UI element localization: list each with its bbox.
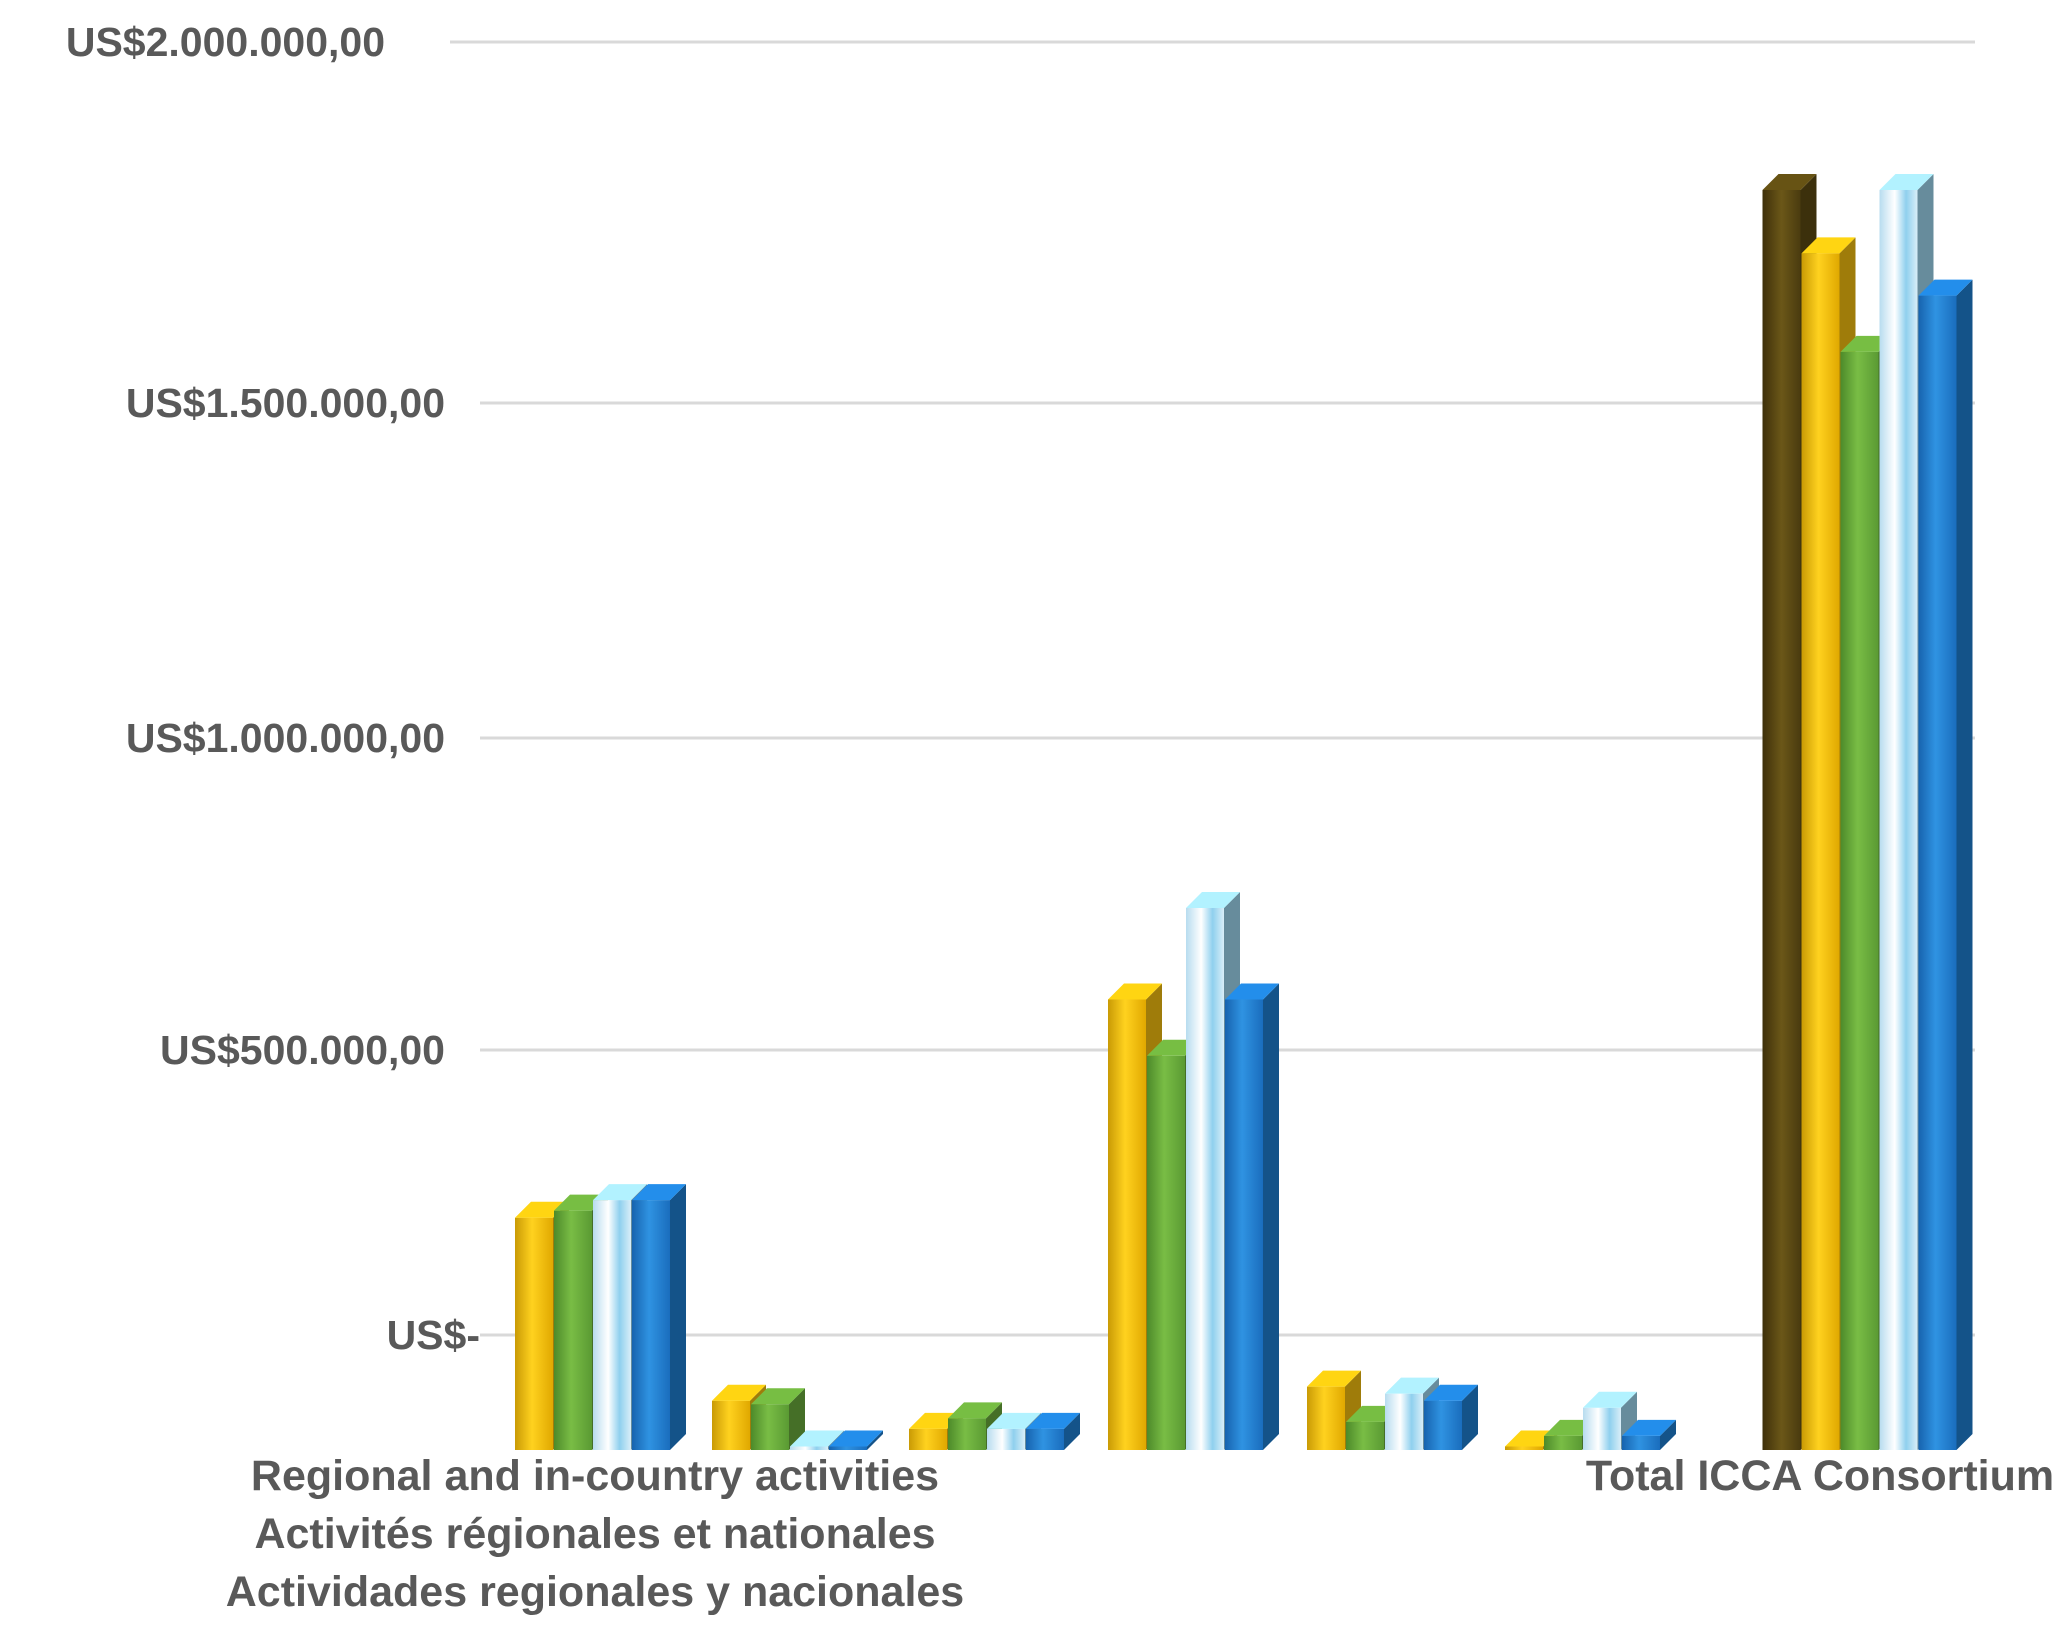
bar [1918,279,1973,1451]
bar-top [1583,1391,1637,1408]
bar-side [789,1388,805,1450]
y-tick-label: US$- [387,1312,480,1358]
bar-side [1660,1419,1676,1450]
bar-front [1346,1421,1384,1450]
bar-front [1505,1446,1543,1450]
x-axis-category-labels: Regional and in-country activities Activi… [226,1452,2054,1616]
bar-top [1186,891,1240,908]
bar-top [1424,1384,1478,1401]
bar-top [1918,279,1973,296]
bar-front [987,1428,1025,1450]
x-category-label: Total ICCA Consortium [1586,1452,2054,1500]
bar-top [790,1430,844,1447]
y-tick-label: US$2.000.000,00 [66,19,385,65]
bar-front [1108,999,1146,1450]
bar-top [1225,983,1279,1000]
bar-front [515,1217,553,1450]
bar-front [790,1446,828,1450]
bar-side [670,1184,686,1450]
bar-front [1622,1435,1660,1450]
bar [751,1388,805,1450]
x-category-label: Regional and in-country activities [251,1452,939,1500]
bar [1026,1412,1080,1450]
bar [1225,983,1279,1450]
bar-front [1424,1400,1462,1450]
bar-front [1026,1428,1064,1450]
bar-front [632,1200,670,1450]
y-tick-label: US$500.000,00 [160,1027,445,1073]
bar [632,1184,686,1450]
bar-top [829,1430,883,1447]
bar-front [751,1404,789,1450]
bar-top [1762,174,1817,190]
bar [1583,1391,1637,1450]
bar-top [1385,1377,1439,1394]
bar-top [712,1384,766,1401]
bar-top [1307,1370,1361,1387]
gridlines [450,40,1975,1337]
bar-side [1263,983,1279,1450]
bar-top [751,1388,805,1405]
bar-front [1840,351,1879,1451]
x-category-label: Activités régionales et nationales [254,1510,935,1558]
y-axis-tick-labels: US$- US$500.000,00 US$1.000.000,00 US$1.500… [66,19,480,1358]
bar-side [1462,1384,1478,1450]
bar-top [987,1412,1041,1429]
bar-front [948,1418,986,1450]
bar-top [1108,983,1162,1000]
bar-side [867,1430,883,1450]
bar-front [1544,1435,1582,1450]
bar-top [1879,174,1934,190]
bar-front [1307,1386,1345,1450]
bar-top [632,1184,686,1201]
bar [1424,1384,1478,1450]
bar-front [829,1446,867,1450]
bar [1622,1419,1676,1450]
bar-front [1879,190,1918,1450]
bar-front [1385,1393,1423,1450]
bar-front [1583,1407,1621,1450]
bar-front [1762,190,1801,1450]
bar-front [1225,999,1263,1450]
bar-front [593,1200,631,1450]
bar-side [1956,279,1973,1451]
bar-top [1801,237,1856,254]
bar-side [1064,1412,1080,1450]
bars [515,174,1973,1451]
bar-front [1147,1055,1185,1450]
bar-front [1918,295,1957,1451]
y-tick-label: US$1.000.000,00 [126,715,445,761]
bar-top [948,1402,1002,1419]
x-category-label: Actividades regionales y nacionales [226,1568,964,1616]
bar-top [593,1184,647,1201]
bar-front [554,1210,592,1450]
bar [829,1430,883,1450]
y-tick-label: US$1.500.000,00 [126,380,445,426]
bar-front [1801,253,1840,1451]
bar-front [909,1428,947,1450]
bar-front [712,1400,750,1450]
bar-top [1026,1412,1080,1429]
bar-front [1186,907,1224,1450]
bar-top [1622,1419,1676,1436]
